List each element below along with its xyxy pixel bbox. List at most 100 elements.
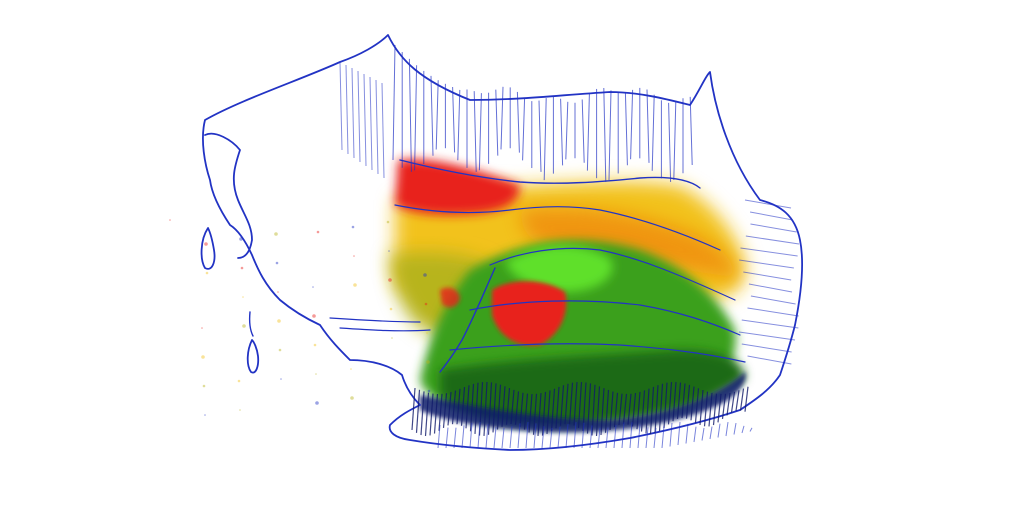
inner-curve-1 bbox=[399, 159, 701, 189]
hatch-line bbox=[589, 425, 593, 449]
hatch-line bbox=[369, 76, 373, 171]
speckle bbox=[201, 355, 205, 359]
hatch-line bbox=[532, 393, 538, 435]
speckle bbox=[315, 401, 319, 405]
hatch-line bbox=[631, 393, 637, 427]
hatch-line bbox=[538, 100, 542, 172]
hatch-line bbox=[528, 393, 533, 433]
hatch-line bbox=[685, 423, 689, 444]
hatch-line bbox=[622, 393, 628, 425]
dark-green-bottom bbox=[440, 350, 745, 426]
hatch-line bbox=[442, 393, 448, 428]
hatch-line bbox=[747, 355, 792, 365]
hatch-line bbox=[740, 247, 798, 257]
hatch-line bbox=[709, 426, 713, 440]
hatch-line bbox=[708, 392, 713, 427]
hatch-line bbox=[745, 235, 800, 245]
hatch-line bbox=[741, 343, 792, 353]
bright-green-patch bbox=[505, 244, 613, 292]
speckle bbox=[239, 409, 241, 411]
hatch-line bbox=[433, 393, 439, 434]
hatch-line bbox=[685, 384, 691, 419]
hatch-line bbox=[613, 424, 617, 449]
hatch-line bbox=[478, 93, 482, 171]
hatch-line bbox=[748, 283, 793, 293]
speckle bbox=[313, 343, 317, 347]
hatch-line bbox=[669, 422, 673, 447]
hatch-line bbox=[345, 64, 349, 155]
hatch-line bbox=[492, 383, 497, 433]
hatch-line bbox=[493, 426, 497, 449]
speckle bbox=[389, 307, 393, 311]
speckle bbox=[275, 261, 279, 265]
hatch-line bbox=[375, 79, 379, 175]
hatch-line bbox=[500, 86, 504, 150]
hatch-line bbox=[501, 386, 506, 427]
speckle bbox=[312, 286, 314, 288]
hatch-line bbox=[597, 427, 601, 449]
hatch-line bbox=[517, 423, 521, 449]
hatch-line bbox=[604, 389, 610, 433]
speckle bbox=[426, 332, 428, 334]
hatch-line bbox=[673, 101, 677, 180]
hatch-line bbox=[676, 382, 682, 420]
hatch-line bbox=[351, 67, 355, 159]
hatch-line bbox=[621, 422, 625, 449]
red-center bbox=[492, 281, 567, 346]
hatch-line bbox=[600, 388, 605, 436]
hatch-line bbox=[618, 393, 623, 425]
hatch-line bbox=[469, 422, 473, 449]
hatch-line bbox=[739, 388, 745, 411]
hatch-line bbox=[591, 384, 596, 436]
speckle bbox=[316, 230, 320, 234]
hatch-line bbox=[469, 383, 475, 432]
hatch-line bbox=[549, 427, 553, 449]
hatch-line bbox=[703, 391, 709, 427]
speckle bbox=[204, 414, 206, 416]
left-drip-3 bbox=[248, 311, 254, 337]
speckle bbox=[423, 273, 427, 277]
hatch-line bbox=[473, 91, 477, 172]
hatch-line bbox=[581, 422, 585, 449]
hatch-line bbox=[663, 382, 668, 429]
speckle bbox=[280, 378, 282, 380]
hatch-line bbox=[672, 381, 677, 422]
hatch-line bbox=[725, 421, 729, 437]
hatch-line bbox=[689, 96, 693, 166]
hatch-line bbox=[573, 382, 578, 426]
left-ear-outline bbox=[204, 132, 253, 259]
hatch-line bbox=[408, 58, 412, 172]
hatch-line bbox=[640, 390, 646, 432]
hatch-line bbox=[717, 423, 721, 438]
hatch-line bbox=[699, 390, 704, 425]
hatch-line bbox=[541, 426, 545, 449]
speckle bbox=[424, 302, 428, 306]
hatch-line bbox=[738, 331, 796, 341]
hatch-line bbox=[577, 381, 583, 428]
hatch-line bbox=[668, 102, 672, 182]
color-blobs bbox=[390, 159, 746, 433]
speckle bbox=[242, 324, 246, 328]
hatch-line bbox=[749, 211, 793, 221]
speckle bbox=[240, 266, 244, 270]
speckle bbox=[237, 379, 241, 383]
hatch-line bbox=[629, 422, 633, 449]
speckle bbox=[202, 384, 206, 388]
speckle bbox=[388, 278, 392, 282]
hatch-line bbox=[509, 426, 513, 449]
main-outline bbox=[202, 34, 803, 451]
hatch-line bbox=[747, 307, 799, 317]
speckle bbox=[427, 389, 431, 393]
hatch-line bbox=[447, 391, 452, 426]
hatch-line bbox=[741, 425, 745, 434]
hatch-line bbox=[681, 383, 686, 419]
hatch-line bbox=[339, 61, 343, 151]
hatch-line bbox=[568, 382, 574, 425]
hatch-line bbox=[457, 89, 461, 161]
hatch-line bbox=[501, 427, 505, 449]
hatch-line bbox=[712, 393, 718, 426]
speckle bbox=[277, 291, 279, 293]
hatch-line bbox=[510, 389, 515, 425]
hatch-line bbox=[523, 393, 529, 430]
